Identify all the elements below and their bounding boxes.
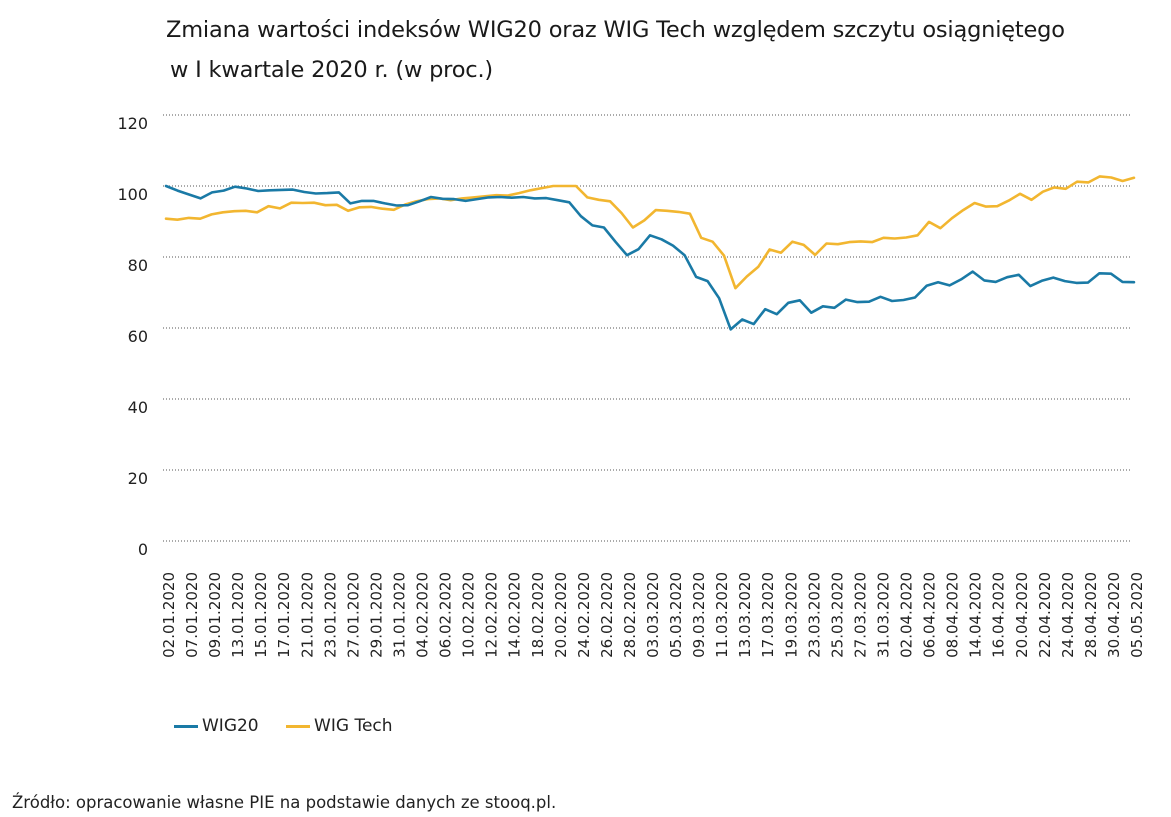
x-tick-label: 20.04.2020	[1013, 572, 1031, 658]
x-tick-label: 06.02.2020	[437, 572, 455, 658]
legend-label-wig20: WIG20	[202, 716, 259, 736]
x-tick-label: 20.02.2020	[552, 572, 570, 658]
x-tick-label: 13.03.2020	[736, 572, 754, 658]
y-tick-label: 20	[128, 469, 148, 488]
x-tick-label: 31.01.2020	[390, 572, 408, 658]
x-tick-label: 04.02.2020	[414, 572, 432, 658]
series-lines	[164, 175, 1136, 331]
y-tick-label: 80	[128, 256, 148, 275]
x-tick-label: 02.01.2020	[160, 572, 178, 658]
x-tick-label: 23.03.2020	[805, 572, 823, 658]
x-tick-label: 06.04.2020	[921, 572, 939, 658]
x-tick-label: 17.03.2020	[759, 572, 777, 658]
x-tick-label: 10.02.2020	[460, 572, 478, 658]
x-tick-label: 23.01.2020	[321, 572, 339, 658]
x-tick-label: 25.03.2020	[828, 572, 846, 658]
grid-lines	[163, 114, 1131, 542]
x-tick-label: 28.04.2020	[1082, 572, 1100, 658]
x-tick-label: 07.01.2020	[183, 572, 201, 658]
x-tick-label: 14.02.2020	[506, 572, 524, 658]
legend-swatch-wig20	[174, 724, 198, 728]
x-tick-label: 29.01.2020	[367, 572, 385, 658]
x-tick-label: 22.04.2020	[1036, 572, 1054, 658]
legend-swatch-wigtech	[286, 724, 311, 728]
x-tick-label: 09.03.2020	[690, 572, 708, 658]
y-tick-label: 60	[128, 327, 148, 346]
chart-title-line-2: w I kwartale 2020 r. (w proc.)	[170, 57, 494, 83]
x-tick-label: 02.04.2020	[898, 572, 916, 658]
x-tick-label: 15.01.2020	[252, 572, 270, 658]
x-tick-label: 27.01.2020	[344, 572, 362, 658]
x-tick-label: 21.01.2020	[298, 572, 316, 658]
legend: WIG20 WIG Tech	[174, 716, 415, 736]
x-tick-label: 16.04.2020	[990, 572, 1008, 658]
x-tick-label: 14.04.2020	[967, 572, 985, 658]
legend-label-wigtech: WIG Tech	[314, 716, 393, 736]
y-tick-label: 100	[117, 185, 148, 204]
series-line-wig20	[164, 184, 1136, 331]
x-tick-label: 12.02.2020	[483, 572, 501, 658]
x-tick-label: 05.03.2020	[667, 572, 685, 658]
y-axis-ticks: 0 20 40 60 80 100 120	[117, 114, 148, 559]
source-note: Źródło: opracowanie własne PIE na podsta…	[12, 793, 557, 812]
y-tick-label: 0	[138, 540, 148, 559]
x-axis-ticks: 02.01.2020 07.01.2020 09.01.2020 13.01.2020…	[160, 572, 1146, 658]
series-line-wigtech	[164, 175, 1136, 290]
x-tick-label: 24.04.2020	[1059, 572, 1077, 658]
x-tick-label: 31.03.2020	[874, 572, 892, 658]
x-tick-label: 09.01.2020	[206, 572, 224, 658]
x-tick-label: 13.01.2020	[229, 572, 247, 658]
x-tick-label: 26.02.2020	[598, 572, 616, 658]
x-tick-label: 24.02.2020	[575, 572, 593, 658]
x-tick-label: 03.03.2020	[644, 572, 662, 658]
legend-item-wigtech: WIG Tech	[286, 716, 393, 736]
x-tick-label: 18.02.2020	[529, 572, 547, 658]
x-tick-label: 28.02.2020	[621, 572, 639, 658]
chart-title: Zmiana wartości indeksów WIG20 oraz WIG …	[166, 10, 1166, 90]
x-tick-label: 30.04.2020	[1105, 572, 1123, 658]
x-tick-label: 19.03.2020	[782, 572, 800, 658]
y-tick-label: 120	[117, 114, 148, 133]
chart-title-line-1: Zmiana wartości indeksów WIG20 oraz WIG …	[166, 17, 1065, 43]
x-tick-label: 08.04.2020	[944, 572, 962, 658]
y-tick-label: 40	[128, 398, 148, 417]
legend-item-wig20: WIG20	[174, 716, 259, 736]
x-tick-label: 17.01.2020	[275, 572, 293, 658]
x-tick-label: 05.05.2020	[1128, 572, 1146, 658]
x-tick-label: 11.03.2020	[713, 572, 731, 658]
x-tick-label: 27.03.2020	[851, 572, 869, 658]
